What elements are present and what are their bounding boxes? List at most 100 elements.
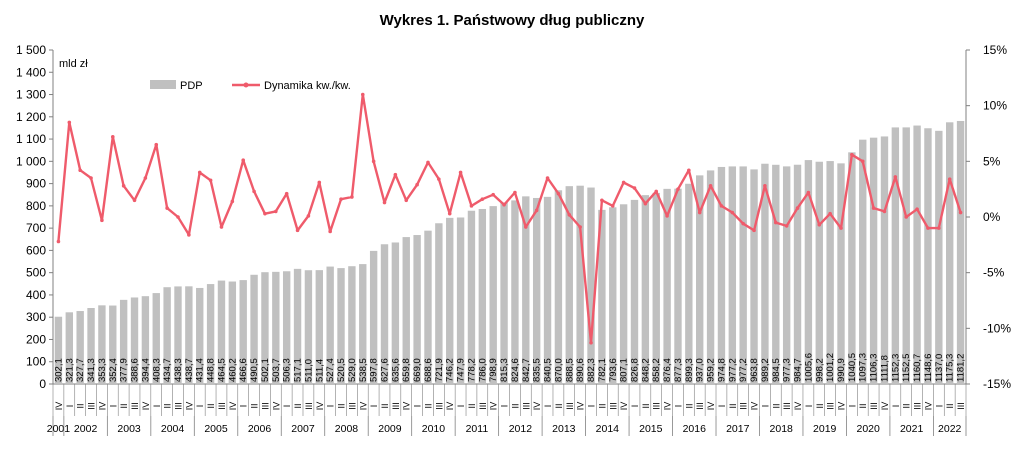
dynamics-point: [502, 202, 506, 207]
bar-value-label: 815,3: [499, 358, 510, 382]
bar: [489, 206, 497, 384]
year-label: 2011: [466, 423, 489, 435]
bar: [815, 161, 823, 384]
dynamics-point: [860, 159, 865, 164]
bar: [511, 200, 519, 384]
dynamics-point: [589, 341, 593, 345]
dynamics-point: [187, 233, 191, 237]
quarter-label: I: [456, 405, 466, 408]
year-label: 2003: [117, 423, 141, 435]
bar-value-label: 977,3: [782, 358, 793, 382]
year-label: 2005: [204, 423, 228, 435]
bar: [630, 199, 639, 384]
bar-value-label: 1005,6: [803, 353, 814, 382]
quarter-label: I: [282, 405, 292, 408]
bar: [609, 207, 617, 384]
bar: [804, 160, 813, 384]
bar-value-label: 1181,2: [956, 354, 967, 382]
dynamics-point: [828, 211, 832, 216]
quarter-label: IV: [576, 402, 586, 411]
quarter-label: IV: [54, 402, 64, 411]
bar: [826, 161, 834, 384]
bar-value-label: 460,2: [227, 358, 238, 382]
year-label: 2017: [726, 423, 750, 435]
dynamics-point: [219, 225, 224, 229]
bar-value-label: 438,3: [173, 358, 184, 382]
bar-value-label: 899,3: [684, 358, 695, 382]
dynamics-point: [676, 187, 680, 191]
year-label: 2014: [596, 423, 620, 435]
bar: [793, 164, 802, 384]
legend-bar-label: PDP: [180, 80, 203, 92]
bar-value-label: 431,4: [195, 358, 206, 382]
dynamics-point: [132, 198, 137, 203]
bar: [435, 223, 443, 384]
dynamics-point: [263, 211, 267, 216]
bar: [239, 280, 247, 384]
dynamics-point: [784, 224, 789, 228]
bar-value-label: 1152,5: [901, 354, 912, 382]
bar-value-label: 1001,2: [825, 353, 836, 382]
bar: [369, 250, 378, 384]
bar: [565, 186, 573, 384]
bar: [326, 266, 334, 384]
quarter-label: III: [521, 402, 531, 410]
quarter-label: II: [945, 403, 955, 408]
bar-value-label: 989,2: [760, 358, 771, 382]
left-tick-label: 600: [26, 243, 46, 257]
right-tick-label: 10%: [983, 99, 1007, 113]
quarter-label: II: [684, 403, 694, 408]
bar-value-label: 388,6: [130, 358, 141, 382]
quarter-label: IV: [402, 402, 412, 411]
quarter-label: I: [760, 405, 770, 408]
quarter-label: I: [326, 405, 336, 408]
bar-value-label: 786,0: [477, 358, 488, 382]
dynamics-point: [447, 211, 452, 216]
dynamics-point: [806, 190, 811, 195]
bar-value-label: 848,2: [640, 358, 651, 382]
bar-value-label: 1111,8: [879, 355, 890, 382]
bar: [782, 166, 791, 384]
year-label: 2016: [683, 423, 707, 435]
dynamics-point: [556, 191, 561, 196]
quarter-label: IV: [141, 402, 151, 411]
dynamics-point: [697, 210, 702, 215]
bar-value-label: 746,2: [445, 358, 456, 382]
dynamics-point: [937, 226, 941, 230]
bar-value-label: 998,2: [814, 358, 825, 382]
bar: [304, 270, 313, 384]
left-tick-label: 100: [26, 355, 46, 369]
bar: [196, 287, 204, 384]
bar: [380, 244, 389, 384]
quarter-label: IV: [358, 402, 368, 411]
bar: [446, 217, 454, 384]
bar-value-label: 490,5: [249, 358, 260, 382]
year-label: 2007: [291, 423, 315, 435]
bar: [141, 296, 150, 384]
quarter-label: II: [597, 403, 607, 408]
bar-value-label: 747,9: [456, 358, 467, 382]
bar: [696, 175, 704, 384]
dynamics-point: [415, 182, 419, 187]
bar-value-label: 959,2: [706, 358, 717, 382]
bar-value-label: 466,6: [238, 358, 249, 382]
bar-value-label: 511,4: [314, 359, 325, 382]
bar-value-label: 627,6: [380, 358, 391, 382]
quarter-label: III: [434, 402, 444, 410]
dynamics-point: [110, 135, 115, 139]
bar: [359, 264, 367, 384]
dynamics-point: [78, 168, 82, 173]
bar: [598, 209, 606, 384]
dynamics-point: [926, 226, 930, 230]
quarter-label: III: [913, 402, 923, 410]
bar: [717, 166, 726, 384]
dynamics-point: [121, 184, 126, 188]
bar-value-label: 659,8: [401, 358, 412, 382]
bar: [315, 270, 323, 384]
bar-value-label: 877,3: [673, 358, 684, 382]
year-label: 2020: [856, 423, 880, 435]
quarter-label: I: [934, 405, 944, 408]
dynamics-point: [230, 199, 235, 204]
quarter-label: I: [587, 405, 597, 408]
left-tick-label: 300: [26, 310, 46, 324]
